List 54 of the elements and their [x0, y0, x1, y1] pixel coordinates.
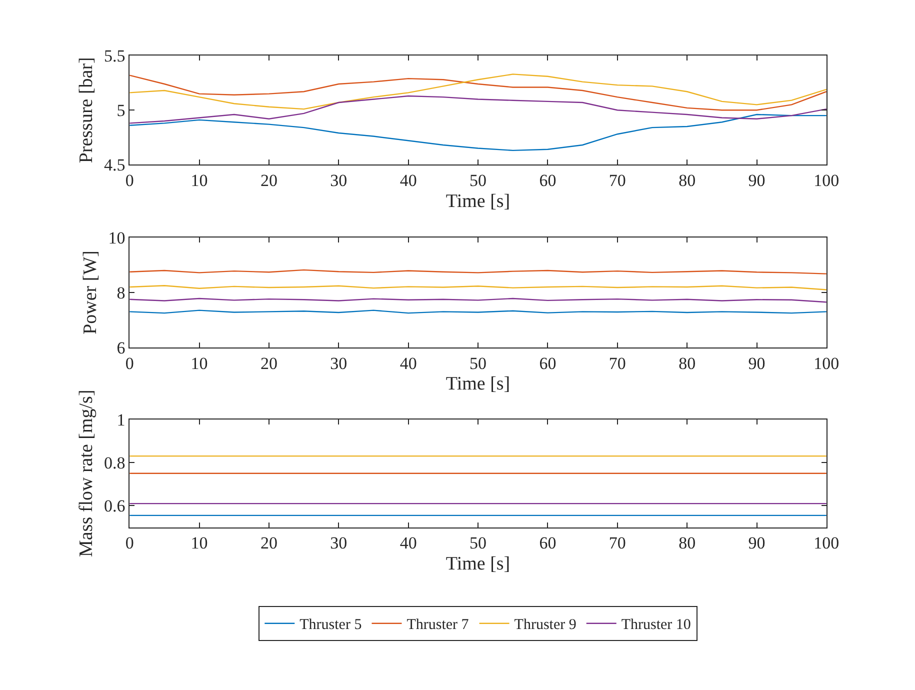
x-tick-label: 10: [190, 354, 208, 373]
x-tick-label: 10: [190, 534, 208, 553]
y-tick-label: 5.5: [104, 46, 126, 66]
y-tick-label: 0.6: [104, 496, 126, 516]
y-tick-label: 5: [116, 101, 126, 120]
x-tick-label: 30: [330, 354, 348, 373]
legend-label: Thruster 7: [406, 617, 470, 634]
line-series: [130, 114, 826, 152]
x-axis-title: Time [s]: [446, 374, 510, 395]
x-tick-label: 40: [400, 354, 417, 373]
x-tick-label: 40: [400, 170, 417, 190]
y-tick-label: 1: [116, 410, 126, 430]
x-tick-label: 50: [470, 354, 487, 373]
y-tick-label: 10: [108, 228, 126, 248]
x-tick-label: 20: [260, 170, 278, 190]
x-tick-label: 90: [748, 170, 766, 190]
y-axis-title: Mass flow rate [mg/s]: [76, 390, 97, 557]
x-tick-label: 10: [190, 170, 208, 190]
x-tick-label: 20: [260, 354, 278, 373]
y-tick-label: 6: [116, 338, 126, 358]
x-axis-title: Time [s]: [446, 190, 510, 212]
x-tick-label: 0: [125, 170, 134, 190]
y-tick-label: 4.5: [104, 156, 126, 175]
x-tick-label: 0: [125, 534, 134, 553]
x-tick-label: 100: [814, 170, 840, 190]
x-tick-label: 50: [470, 534, 487, 553]
legend-label: Thruster 5: [300, 617, 362, 634]
x-tick-label: 30: [330, 170, 348, 190]
x-tick-label: 80: [678, 170, 696, 190]
y-tick-label: 0.8: [104, 454, 126, 473]
x-tick-label: 100: [814, 354, 840, 373]
x-tick-label: 90: [748, 534, 766, 553]
x-tick-label: 70: [608, 534, 626, 553]
x-tick-label: 60: [539, 170, 556, 190]
x-tick-label: 70: [608, 354, 626, 373]
y-tick-label: 8: [116, 283, 126, 302]
y-axis-title: Power [W]: [80, 250, 102, 334]
x-tick-label: 20: [260, 534, 278, 553]
x-tick-label: 30: [330, 534, 348, 553]
legend-label: Thruster 10: [621, 617, 691, 634]
legend-label: Thruster 9: [514, 617, 576, 634]
y-axis-title: Pressure [bar]: [76, 57, 97, 164]
line-series: [130, 95, 826, 124]
x-tick-label: 0: [125, 354, 134, 373]
x-tick-label: 80: [678, 354, 696, 373]
x-tick-label: 60: [539, 534, 556, 553]
x-tick-label: 60: [539, 354, 556, 373]
x-tick-label: 90: [748, 354, 766, 373]
x-tick-label: 70: [608, 170, 626, 190]
x-tick-label: 80: [678, 534, 696, 553]
x-tick-label: 100: [814, 534, 840, 553]
x-tick-label: 50: [470, 170, 487, 190]
x-axis-title: Time [s]: [446, 554, 510, 575]
x-tick-label: 40: [400, 534, 417, 553]
